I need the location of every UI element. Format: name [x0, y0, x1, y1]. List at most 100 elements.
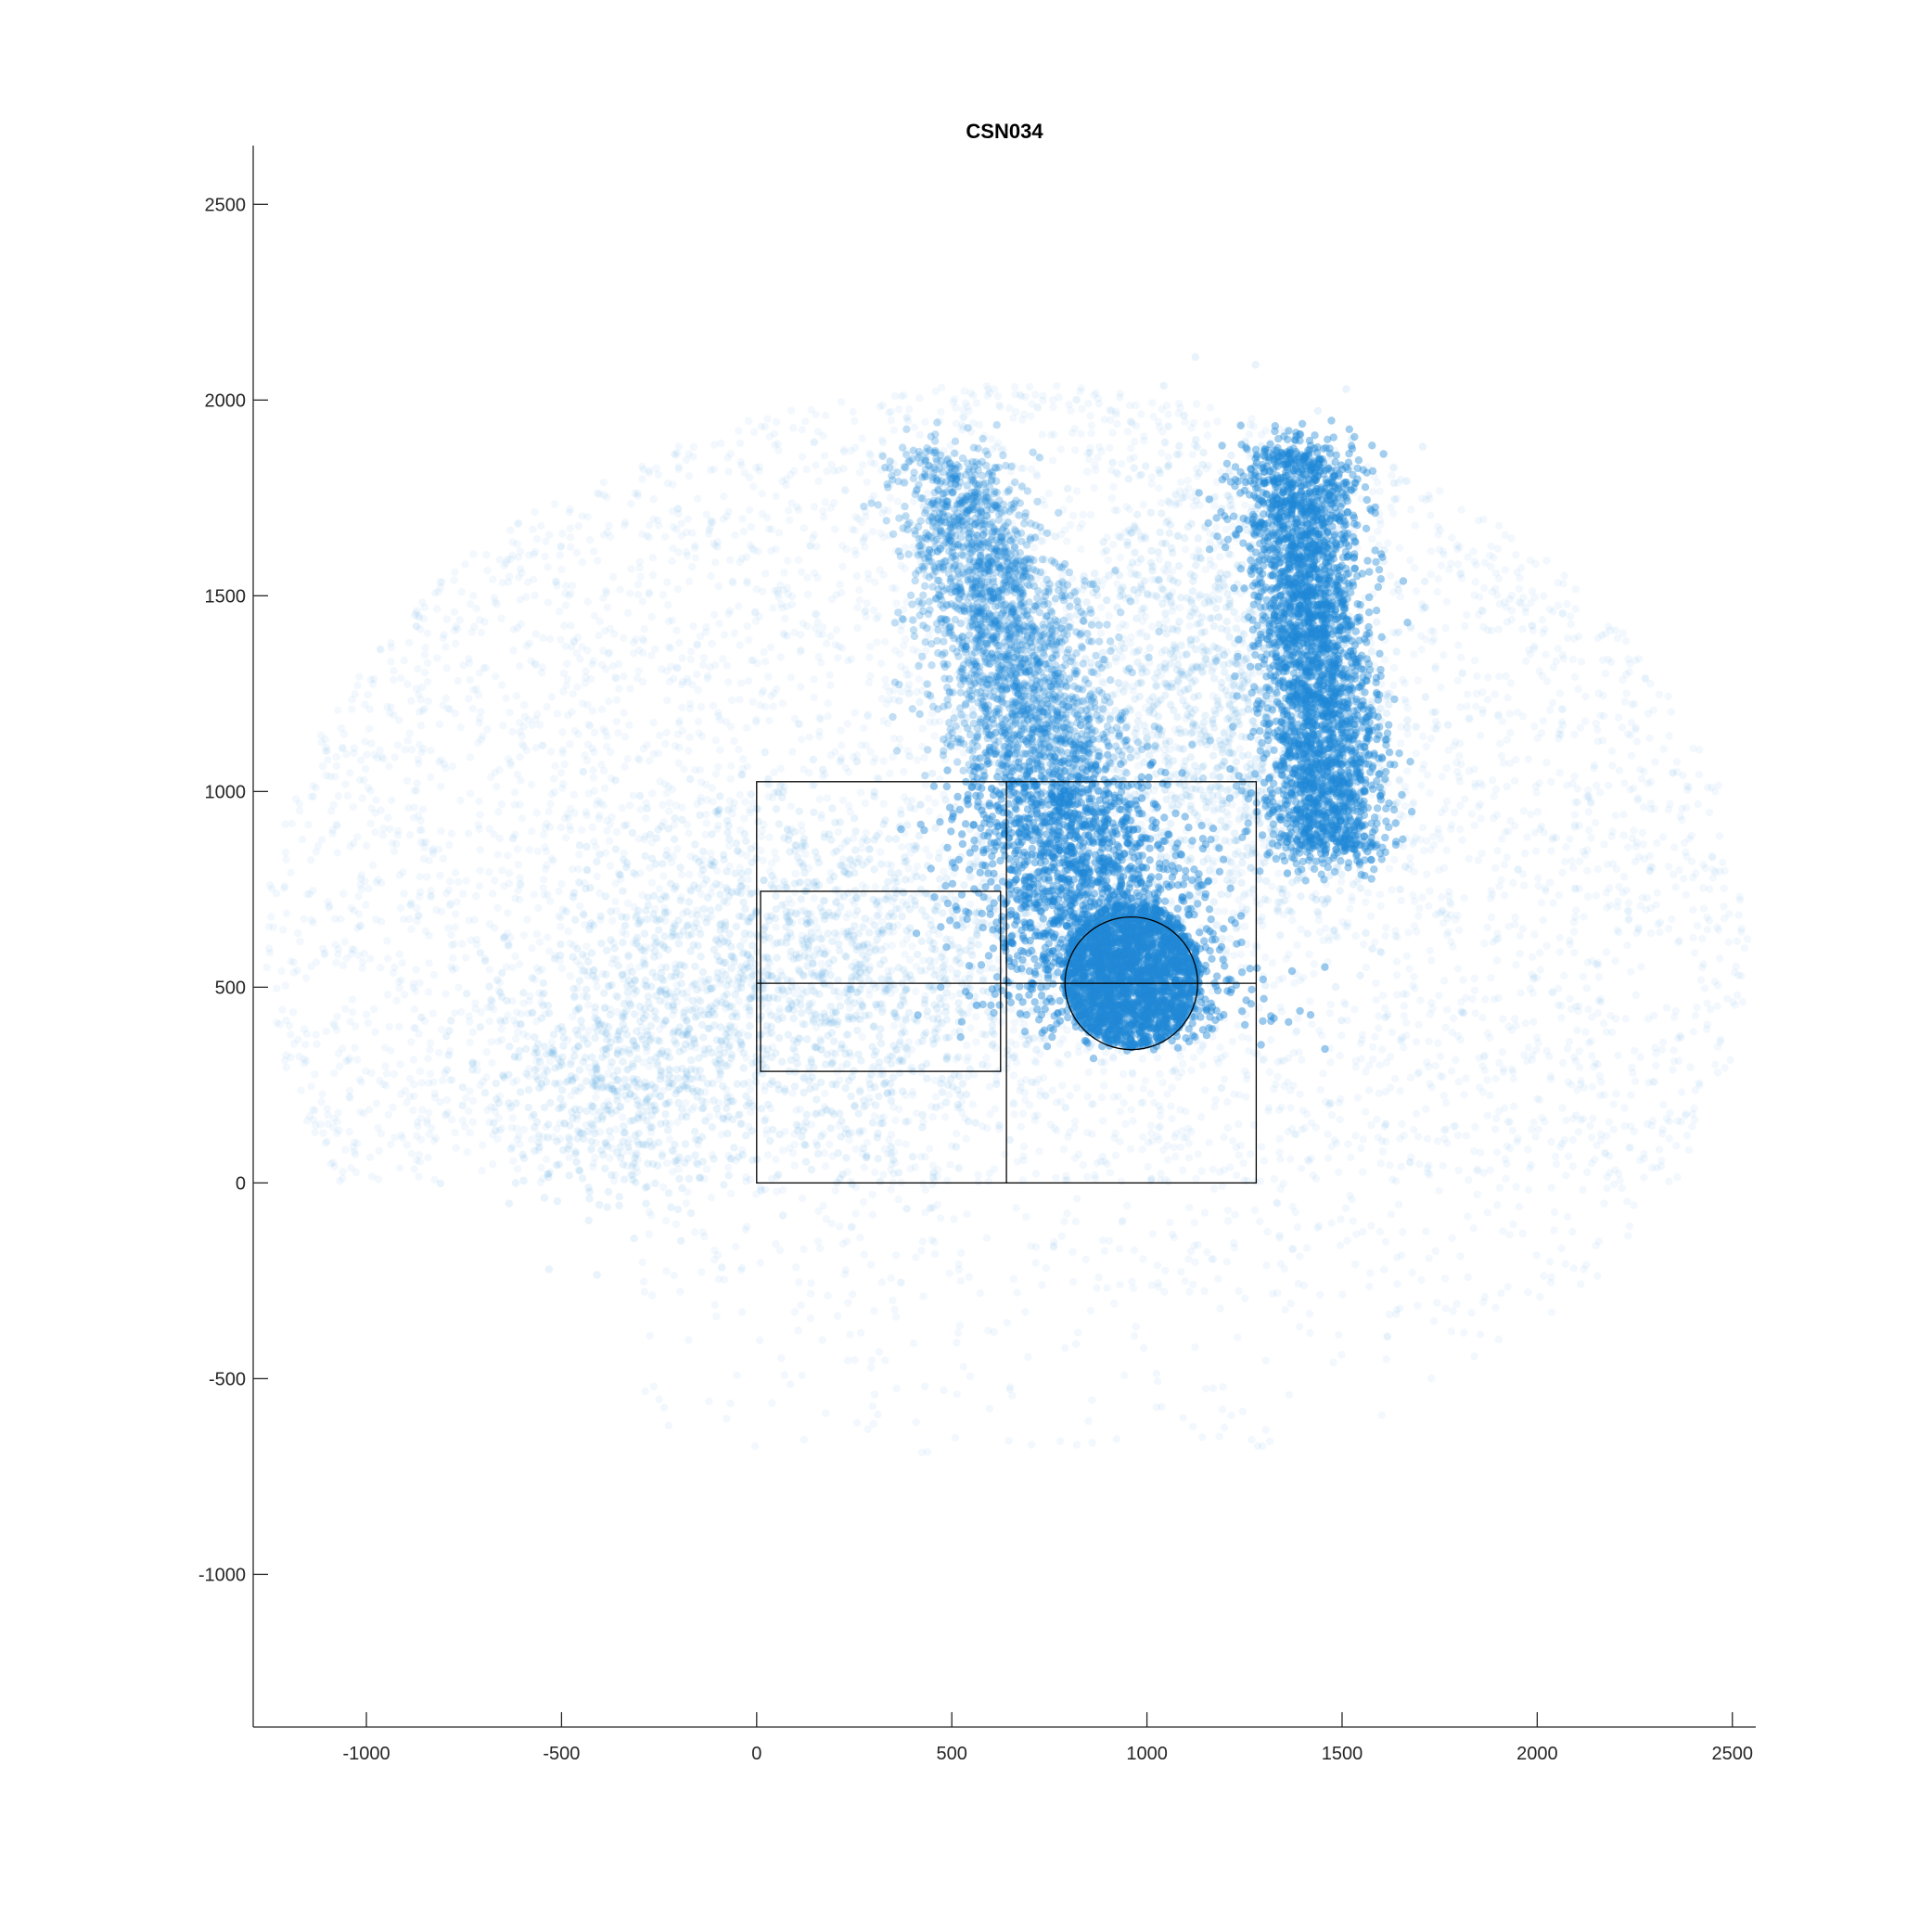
scatter-point — [535, 721, 544, 729]
scatter-point — [772, 1155, 780, 1164]
scatter-point — [1200, 1286, 1209, 1296]
scatter-point — [334, 706, 342, 714]
scatter-point — [1615, 882, 1623, 891]
scatter-point — [1377, 1411, 1386, 1420]
scatter-point — [895, 1040, 904, 1049]
scatter-point — [1564, 633, 1572, 643]
scatter-point — [746, 1085, 755, 1094]
scatter-point — [620, 709, 628, 717]
scatter-point — [642, 1098, 651, 1107]
scatter-point — [956, 1277, 966, 1286]
scatter-point — [352, 1150, 360, 1159]
scatter-point — [492, 672, 500, 681]
scatter-point — [759, 856, 768, 864]
scatter-point — [1537, 729, 1546, 737]
scatter-point — [1257, 1143, 1266, 1151]
scatter-point — [1484, 673, 1492, 682]
scatter-point — [350, 945, 358, 954]
scatter-point — [1375, 1012, 1383, 1020]
scatter-point — [1441, 910, 1450, 918]
scatter-point — [1529, 1118, 1538, 1127]
scatter-point — [549, 856, 557, 865]
scatter-point — [887, 1273, 895, 1283]
scatter-point — [1705, 809, 1714, 817]
scatter-point — [311, 1128, 319, 1137]
scatter-point — [788, 1002, 797, 1010]
scatter-point — [814, 477, 823, 485]
scatter-point — [451, 710, 460, 718]
scatter-point — [468, 1096, 478, 1106]
scatter-point — [1167, 1102, 1175, 1111]
scatter-point — [1414, 1132, 1423, 1141]
scatter-point — [1225, 934, 1235, 943]
scatter-point — [1127, 1084, 1135, 1093]
scatter-point — [1429, 1317, 1439, 1325]
scatter-point — [566, 543, 575, 551]
scatter-point — [1006, 755, 1015, 763]
scatter-point — [1153, 1377, 1162, 1386]
scatter-point — [1570, 772, 1579, 781]
scatter-point — [1470, 1352, 1478, 1361]
scatter-point — [1118, 460, 1126, 468]
scatter-point — [732, 1034, 740, 1043]
scatter-point — [1518, 712, 1528, 721]
scatter-point — [1137, 532, 1145, 541]
scatter-point — [1159, 1145, 1168, 1155]
scatter-point — [558, 530, 567, 538]
scatter-point — [685, 747, 693, 755]
scatter-point — [1106, 443, 1114, 452]
scatter-point — [1400, 1012, 1409, 1020]
scatter-point — [1121, 1120, 1130, 1129]
scatter-point — [332, 761, 340, 771]
scatter-point — [1693, 1004, 1701, 1012]
scatter-point — [1198, 1061, 1207, 1069]
scatter-point — [909, 497, 918, 505]
scatter-point — [905, 405, 914, 414]
scatter-point — [1473, 672, 1481, 681]
scatter-point — [1152, 1369, 1161, 1378]
scatter-point — [435, 1048, 443, 1057]
scatter-point — [1403, 767, 1412, 775]
scatter-point — [415, 1150, 424, 1159]
scatter-point — [307, 915, 316, 924]
scatter-point — [1393, 1280, 1401, 1288]
scatter-point — [1438, 773, 1447, 781]
scatter-point — [1459, 976, 1467, 984]
scatter-point — [582, 808, 590, 816]
scatter-point — [517, 776, 525, 785]
scatter-point — [1350, 1005, 1359, 1014]
scatter-point — [724, 507, 733, 516]
scatter-point — [1148, 399, 1157, 407]
scatter-point — [1340, 588, 1350, 596]
scatter-point — [1456, 1036, 1465, 1044]
scatter-point — [900, 793, 909, 801]
scatter-point — [735, 427, 743, 435]
scatter-point — [1499, 1015, 1507, 1023]
scatter-point — [1125, 505, 1134, 514]
scatter-point — [531, 715, 540, 723]
scatter-point — [1324, 957, 1332, 966]
scatter-point — [1049, 828, 1058, 837]
scatter-point — [1603, 1172, 1611, 1182]
scatter-point — [1626, 1144, 1634, 1152]
scatter-point — [972, 399, 981, 407]
scatter-point — [736, 557, 744, 567]
scatter-point — [1484, 696, 1492, 704]
scatter-point — [466, 1087, 474, 1095]
scatter-point — [645, 1062, 654, 1071]
scatter-point — [477, 708, 485, 716]
scatter-point — [416, 873, 424, 881]
scatter-point — [1347, 1153, 1355, 1162]
scatter-point — [1341, 1204, 1350, 1212]
scatter-point — [1259, 1056, 1267, 1065]
scatter-point — [450, 608, 459, 616]
scatter-point — [1181, 1277, 1189, 1286]
scatter-point — [1374, 527, 1382, 536]
scatter-point — [1738, 998, 1747, 1006]
scatter-point — [819, 1201, 827, 1210]
scatter-point — [508, 727, 517, 736]
scatter-point — [1026, 688, 1035, 697]
scatter-point — [1231, 1210, 1239, 1219]
scatter-point — [1336, 1051, 1344, 1060]
scatter-point — [1502, 1174, 1510, 1183]
